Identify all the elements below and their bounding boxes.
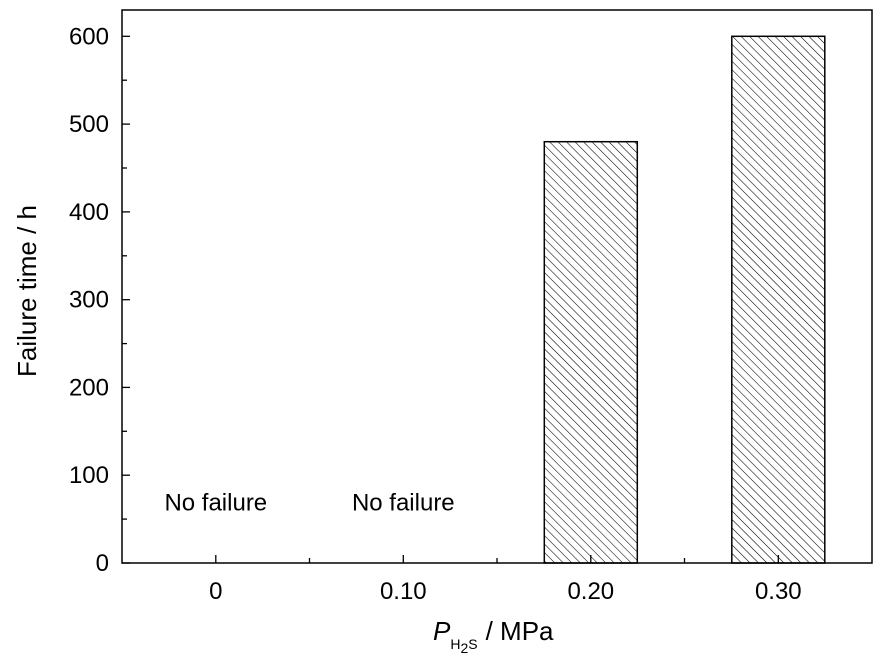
y-axis-title: Failure time / h	[12, 205, 42, 377]
x-axis-subscript-h: H	[450, 636, 460, 652]
y-tick-label: 0	[96, 550, 109, 577]
y-tick-label: 400	[69, 199, 109, 226]
x-axis-unit: / MPa	[486, 616, 554, 646]
x-tick-label: 0	[209, 578, 222, 605]
y-tick-label: 200	[69, 374, 109, 401]
bar-0.20	[543, 140, 639, 564]
x-tick-label: 0.10	[380, 578, 427, 605]
x-ticks: 0 0.10 0.20 0.30	[209, 555, 802, 605]
annotation-no-failure: No failure	[164, 489, 267, 516]
x-axis-subscript-s: S	[468, 636, 477, 652]
x-tick-label: 0.30	[755, 578, 802, 605]
x-axis-subscript-2: 2	[460, 640, 468, 656]
annotations: No failure No failure	[164, 489, 454, 516]
x-axis-title: PH2S / MPa	[433, 616, 554, 656]
bars-layer	[543, 35, 826, 564]
y-ticks: 0 100 200 300 400 500 600	[69, 23, 130, 577]
y-tick-label: 600	[69, 23, 109, 50]
y-tick-label: 500	[69, 111, 109, 138]
annotation-no-failure: No failure	[352, 489, 455, 516]
y-tick-label: 100	[69, 462, 109, 489]
bar-0.30	[731, 35, 826, 564]
x-tick-label: 0.20	[567, 578, 614, 605]
y-tick-label: 300	[69, 287, 109, 314]
x-axis-symbol: P	[433, 616, 451, 646]
